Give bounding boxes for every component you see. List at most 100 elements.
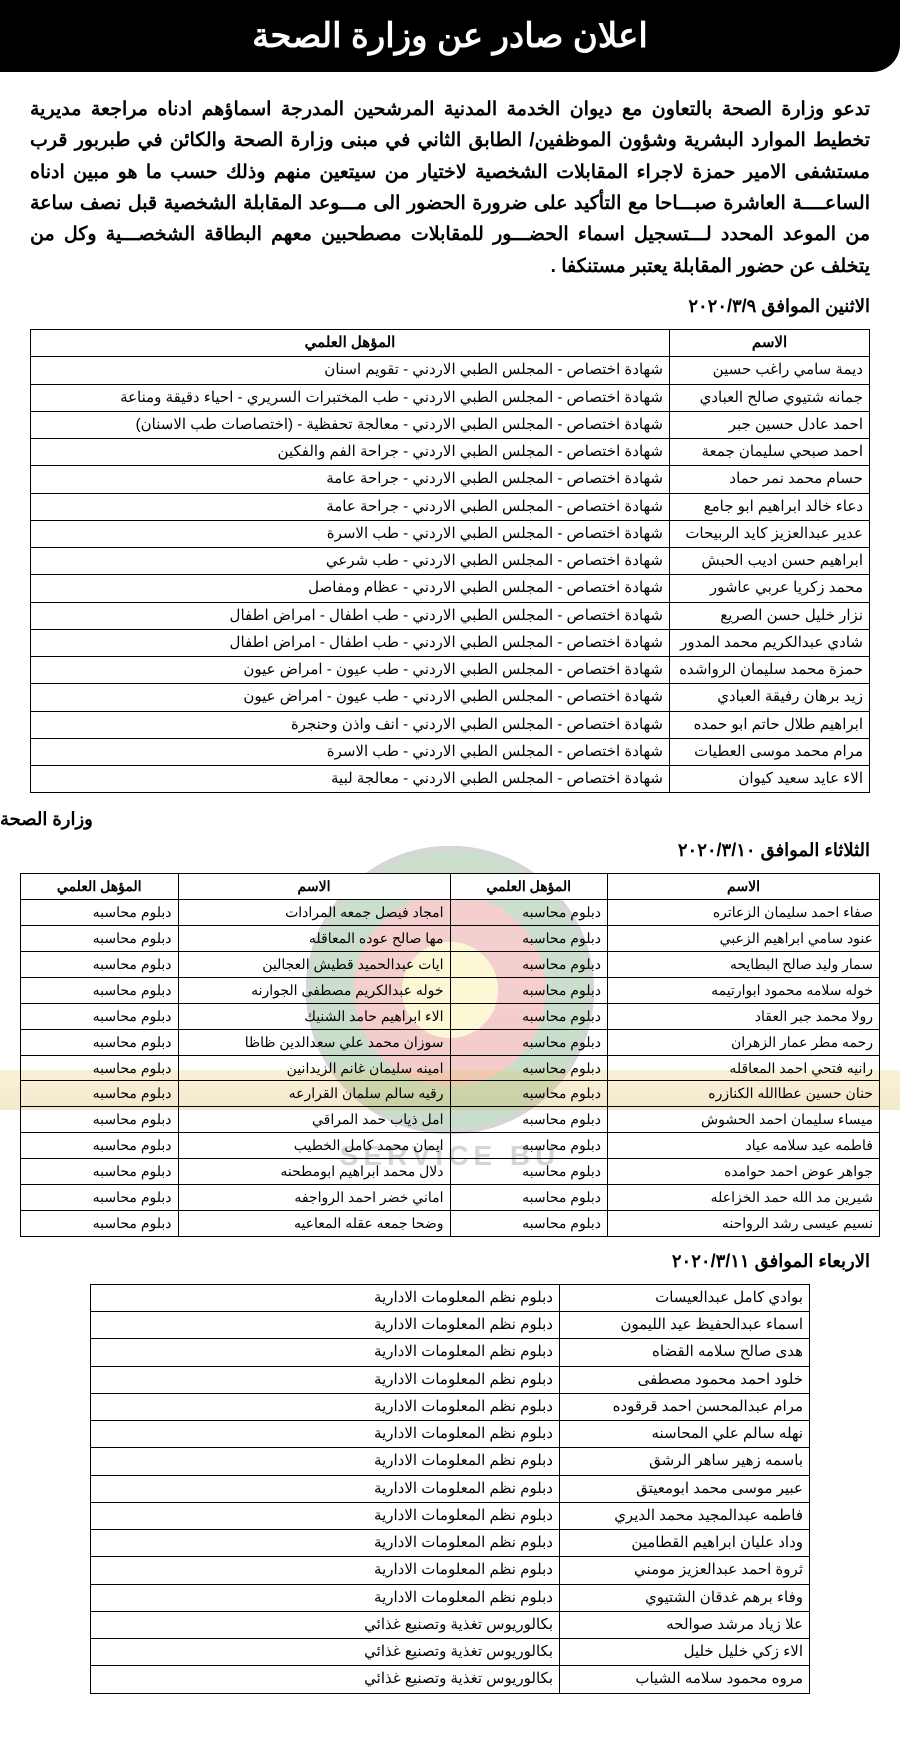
table-cell: شهادة اختصاص - المجلس الطبي الاردني - طب… [31, 684, 670, 711]
table-cell: الاء عايد سعيد كيوان [670, 766, 870, 793]
table-cell: مرام عبدالمحسن احمد قرقوده [560, 1393, 810, 1420]
table-cell: دبلوم محاسبه [450, 1107, 607, 1133]
table-cell: وضحا جمعه عقله المعاعيه [178, 1210, 450, 1236]
table-cell: دبلوم نظم المعلومات الادارية [91, 1421, 560, 1448]
table1-date: الاثنين الموافق ٢٠٢٠/٣/٩ [0, 296, 900, 325]
table-cell: دبلوم محاسبه [21, 1081, 179, 1107]
table-cell: شهادة اختصاص - المجلس الطبي الاردني - طب… [31, 548, 670, 575]
table-cell: بكالوريوس تغذية وتصنيع غذائي [91, 1666, 560, 1693]
table-cell: شهادة اختصاص - المجلس الطبي الاردني - مع… [31, 766, 670, 793]
table-row: شادي عبدالكريم محمد المدورشهادة اختصاص -… [31, 629, 870, 656]
table-cell: شهادة اختصاص - المجلس الطبي الاردني - طب… [31, 657, 670, 684]
table2-header: المؤهل العلمي [21, 874, 179, 900]
table-cell: ايات عبدالحميد قطيش العجالين [178, 951, 450, 977]
table2-date: الثلاثاء الموافق ٢٠٢٠/٣/١٠ [0, 840, 900, 869]
table-cell: حمزة محمد سليمان الرواشده [670, 657, 870, 684]
table-cell: دبلوم محاسبه [21, 1210, 179, 1236]
table-row: وفاء برهم غدقان الشتيويدبلوم نظم المعلوم… [91, 1584, 810, 1611]
table-cell: دعاء خالد ابراهيم ابو جامع [670, 493, 870, 520]
table-cell: دلال محمد ابراهيم ابومطحنه [178, 1159, 450, 1185]
table1: الاسمالمؤهل العلمي ديمة سامي راغب حسينشه… [30, 329, 870, 793]
table-cell: شهادة اختصاص - المجلس الطبي الاردني - ان… [31, 711, 670, 738]
table-row: مرام عبدالمحسن احمد قرقودهدبلوم نظم المع… [91, 1393, 810, 1420]
table-row: مرام محمد موسى العطياتشهادة اختصاص - الم… [31, 738, 870, 765]
table-cell: دبلوم محاسبه [21, 1185, 179, 1211]
table-cell: فاطمه عبدالمجيد محمد الديري [560, 1502, 810, 1529]
table-cell: رولا محمد جبر العقاد [607, 1003, 879, 1029]
table2-header: الاسم [178, 874, 450, 900]
table-cell: دبلوم نظم المعلومات الادارية [91, 1448, 560, 1475]
table-cell: شهادة اختصاص - المجلس الطبي الاردني - عظ… [31, 575, 670, 602]
table-cell: الاء ابراهيم حامد الشنيك [178, 1003, 450, 1029]
table-cell: شهادة اختصاص - المجلس الطبي الاردني - طب… [31, 629, 670, 656]
table-cell: دبلوم محاسبه [450, 1029, 607, 1055]
table-row: الاء زكي خليل خليلبكالوريوس تغذية وتصنيع… [91, 1639, 810, 1666]
table-cell: حنان حسين عطاالله الكنازره [607, 1081, 879, 1107]
table-cell: احمد صبحي سليمان جمعة [670, 439, 870, 466]
table-row: احمد عادل حسين جبرشهادة اختصاص - المجلس … [31, 411, 870, 438]
table-row: الاء عايد سعيد كيوانشهادة اختصاص - المجل… [31, 766, 870, 793]
table2-header: الاسم [607, 874, 879, 900]
table-cell: هدى صالح سلامه القضاه [560, 1339, 810, 1366]
table-cell: رقيه سالم سلمان القرارعه [178, 1081, 450, 1107]
table-cell: دبلوم نظم المعلومات الادارية [91, 1284, 560, 1311]
table-row: ديمة سامي راغب حسينشهادة اختصاص - المجلس… [31, 357, 870, 384]
table-cell: باسمه زهير ساهر الرشق [560, 1448, 810, 1475]
table-cell: عنود سامي ابراهيم الزعبي [607, 926, 879, 952]
table-cell: شهادة اختصاص - المجلس الطبي الاردني - طب… [31, 520, 670, 547]
table-cell: محمد زكريا عربي عاشور [670, 575, 870, 602]
table-cell: وداد عليان ابراهيم القطامين [560, 1530, 810, 1557]
table-cell: امل ذياب حمد المراقي [178, 1107, 450, 1133]
table-cell: حسام محمد نمر حماد [670, 466, 870, 493]
table-row: رولا محمد جبر العقاد دبلوم محاسبهالاء ابر… [21, 1003, 880, 1029]
table-row: بوادي كامل عبدالعيساتدبلوم نظم المعلومات… [91, 1284, 810, 1311]
table-row: ميساء سليمان احمد الحشوشدبلوم محاسبهامل … [21, 1107, 880, 1133]
table-row: شيرين مد الله حمد الخزاعلهدبلوم محاسبهام… [21, 1185, 880, 1211]
table-row: وداد عليان ابراهيم القطاميندبلوم نظم الم… [91, 1530, 810, 1557]
table-cell: دبلوم محاسبه [450, 951, 607, 977]
table-cell: زيد برهان رفيقة العبادي [670, 684, 870, 711]
table-row: عنود سامي ابراهيم الزعبيدبلوم محاسبهمها … [21, 926, 880, 952]
table-cell: نهله سالم علي المحاسنه [560, 1421, 810, 1448]
table-cell: ايمان محمد كامل الخطيب [178, 1133, 450, 1159]
table-row: عبير موسى محمد ابومعيتقدبلوم نظم المعلوم… [91, 1475, 810, 1502]
table-cell: الاء زكي خليل خليل [560, 1639, 810, 1666]
table-row: احمد صبحي سليمان جمعةشهادة اختصاص - المج… [31, 439, 870, 466]
table2: الاسمالمؤهل العلميالاسمالمؤهل العلمي صفا… [20, 873, 880, 1236]
table-cell: دبلوم محاسبه [21, 1159, 179, 1185]
table-row: صفاء احمد سليمان الزعاترهدبلوم محاسبهامج… [21, 900, 880, 926]
table-cell: دبلوم نظم المعلومات الادارية [91, 1475, 560, 1502]
intro-paragraph: تدعو وزارة الصحة بالتعاون مع ديوان الخدم… [0, 94, 900, 282]
table-cell: شهادة اختصاص - المجلس الطبي الاردني - طب… [31, 384, 670, 411]
table-cell: دبلوم محاسبه [21, 926, 179, 952]
table-row: حنان حسين عطاالله الكنازرهدبلوم محاسبهرق… [21, 1081, 880, 1107]
table-cell: دبلوم محاسبه [450, 1081, 607, 1107]
table-row: سمار وليد صالح البطايحهدبلوم محاسبهايات … [21, 951, 880, 977]
table-cell: شهادة اختصاص - المجلس الطبي الاردني - جر… [31, 466, 670, 493]
table-cell: نزار خليل حسن الصريع [670, 602, 870, 629]
table-cell: عبير موسى محمد ابومعيتق [560, 1475, 810, 1502]
table-row: مروه محمود سلامه الشياببكالوريوس تغذية و… [91, 1666, 810, 1693]
table-cell: رحمه مطر عمار الزهران [607, 1029, 879, 1055]
table-cell: شهادة اختصاص - المجلس الطبي الاردني - طب… [31, 602, 670, 629]
table-cell: شهادة اختصاص - المجلس الطبي الاردني - جر… [31, 493, 670, 520]
table-cell: دبلوم محاسبه [21, 951, 179, 977]
table-row: ابراهيم حسن اديب الحبششهادة اختصاص - الم… [31, 548, 870, 575]
table-cell: دبلوم محاسبه [450, 900, 607, 926]
table-row: خلود احمد محمود مصطفىدبلوم نظم المعلومات… [91, 1366, 810, 1393]
table-row: دعاء خالد ابراهيم ابو جامعشهادة اختصاص -… [31, 493, 870, 520]
table-cell: بكالوريوس تغذية وتصنيع غذائي [91, 1611, 560, 1638]
table-row: جواهر عوض احمد حوامدهدبلوم محاسبهدلال مح… [21, 1159, 880, 1185]
table-row: رحمه مطر عمار الزهراندبلوم محاسبهسوزان م… [21, 1029, 880, 1055]
table-row: خوله سلامه محمود ابوارتيمهدبلوم محاسبهخو… [21, 977, 880, 1003]
table-cell: ابراهيم طلال حاتم ابو حمده [670, 711, 870, 738]
table-cell: فاطمه عيد سلامه عياد [607, 1133, 879, 1159]
table-row: علا زياد مرشد صوالحهبكالوريوس تغذية وتصن… [91, 1611, 810, 1638]
table-cell: دبلوم محاسبه [21, 1003, 179, 1029]
table-cell: دبلوم محاسبه [450, 1210, 607, 1236]
table-cell: عدير عبدالعزيز كايد الربيحات [670, 520, 870, 547]
table-cell: جمانه شتيوي صالح العبادي [670, 384, 870, 411]
page-title: اعلان صادر عن وزارة الصحة [0, 0, 900, 72]
table-row: محمد زكريا عربي عاشورشهادة اختصاص - المج… [31, 575, 870, 602]
table-cell: دبلوم نظم المعلومات الادارية [91, 1339, 560, 1366]
